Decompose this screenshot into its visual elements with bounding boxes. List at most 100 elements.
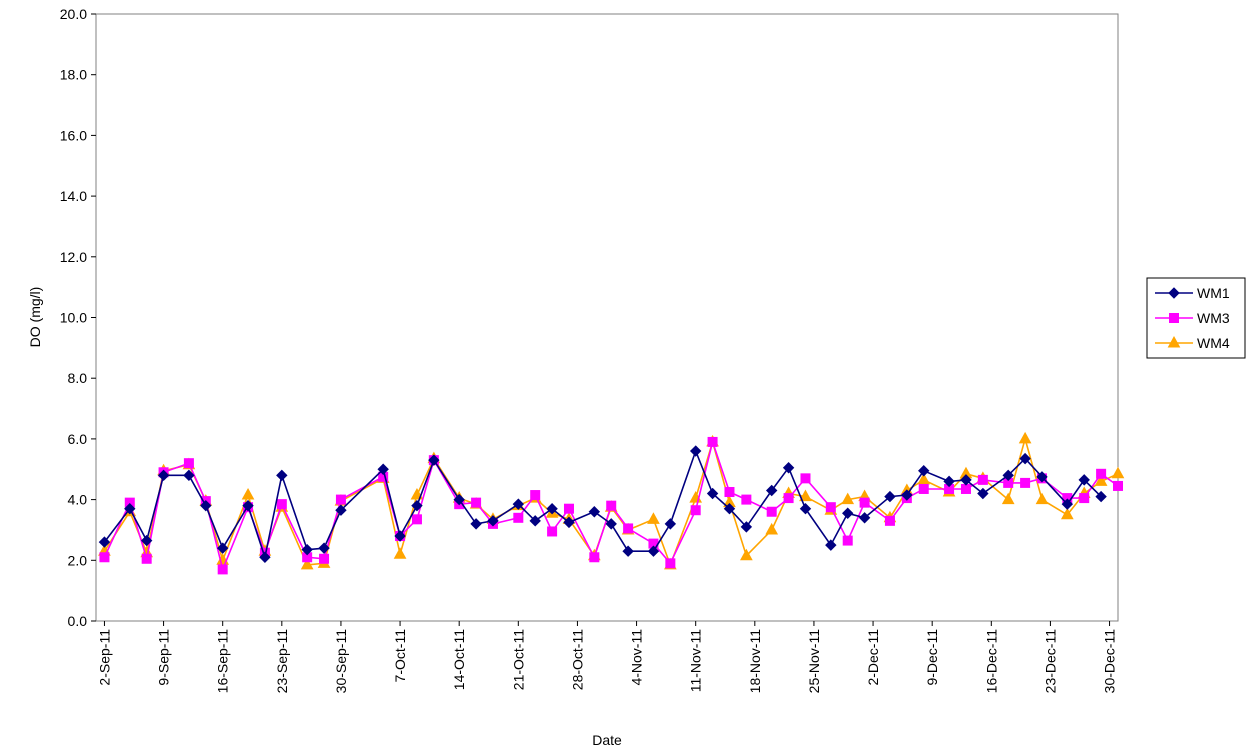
data-point-wm1: [411, 499, 423, 512]
x-tick-label: 16-Sep-11: [215, 629, 231, 694]
data-point-wm4: [393, 547, 407, 559]
data-point-wm4: [799, 489, 812, 502]
data-point-wm1: [858, 512, 871, 524]
y-tick-label: 8.0: [68, 370, 88, 386]
data-point-wm1: [782, 462, 795, 474]
data-point-wm4: [1035, 492, 1049, 505]
data-point-wm3: [960, 483, 971, 494]
data-point-wm3: [606, 500, 617, 511]
data-point-wm1: [605, 518, 617, 530]
data-point-wm3: [884, 515, 895, 526]
data-point-wm3: [217, 564, 228, 575]
data-point-wm1: [470, 518, 482, 530]
data-point-wm4: [647, 512, 660, 524]
data-point-wm3: [977, 474, 988, 485]
legend-label-wm3: WM3: [1197, 310, 1230, 326]
x-tick-label: 18-Nov-11: [747, 629, 763, 694]
data-point-wm1: [1061, 498, 1074, 510]
data-point-wm1: [487, 515, 499, 527]
x-tick-label: 23-Sep-11: [274, 629, 290, 694]
x-tick-label: 9-Sep-11: [156, 629, 172, 686]
data-point-wm4: [1001, 492, 1015, 505]
data-point-wm3: [741, 494, 752, 505]
legend-marker-wm1: [1168, 287, 1180, 299]
plot-area: [95, 13, 1119, 622]
data-point-wm1: [977, 487, 989, 500]
data-point-wm1: [588, 506, 601, 518]
data-point-wm1: [512, 498, 525, 510]
series-line-wm3: [103, 439, 1119, 572]
data-point-wm3: [1079, 493, 1090, 504]
y-tick-label: 18.0: [60, 67, 87, 83]
data-point-wm1: [884, 490, 896, 503]
data-point-wm1: [740, 521, 753, 533]
data-point-wm1: [301, 543, 313, 556]
x-tick-label: 14-Oct-11: [451, 629, 467, 690]
data-point-wm3: [1113, 480, 1123, 491]
x-tick-label: 7-Oct-11: [392, 629, 408, 683]
data-point-wm1: [242, 499, 254, 512]
data-point-wm1: [453, 493, 465, 506]
data-point-wm1: [1002, 469, 1014, 482]
series-wm1: [98, 445, 1107, 563]
data-point-wm3: [530, 490, 541, 501]
data-point-wm4: [740, 548, 753, 561]
data-point-wm4: [841, 492, 855, 505]
data-point-wm3: [471, 497, 482, 508]
x-tick-label: 16-Dec-11: [983, 629, 999, 694]
data-point-wm3: [589, 552, 600, 563]
data-point-wm1: [276, 469, 288, 482]
data-point-wm1: [918, 465, 930, 477]
data-point-wm1: [943, 475, 955, 488]
y-axis: 0.0 2.0 4.0 6.0 8.0 10.0 12.0 14.0 16.0 18.0 20.0: [60, 6, 96, 629]
data-point-wm1: [157, 469, 170, 482]
data-point-wm1: [622, 545, 634, 557]
data-point-wm3: [918, 483, 929, 494]
data-point-wm3: [319, 553, 330, 564]
data-point-wm3: [783, 493, 794, 504]
y-axis-title: DO (mg/l): [27, 287, 43, 348]
data-point-wm4: [300, 557, 314, 570]
x-tick-label: 23-Dec-11: [1042, 629, 1058, 694]
data-point-wm1: [259, 551, 271, 563]
data-point-wm1: [318, 542, 330, 554]
legend-marker-wm3: [1169, 313, 1179, 323]
data-point-wm3: [842, 535, 853, 546]
y-tick-label: 0.0: [68, 613, 88, 629]
y-tick-label: 16.0: [60, 127, 87, 143]
data-point-wm1: [799, 502, 812, 515]
data-point-wm1: [842, 507, 854, 519]
data-point-wm1: [529, 515, 541, 527]
data-point-wm1: [1019, 452, 1031, 465]
data-point-wm1: [428, 454, 440, 466]
x-tick-label: 25-Nov-11: [806, 629, 822, 694]
data-point-wm1: [706, 487, 719, 500]
legend-marker-wm4: [1167, 335, 1181, 348]
data-point-wm3: [563, 503, 574, 514]
data-point-wm1: [1036, 471, 1048, 483]
data-point-wm1: [140, 534, 153, 547]
x-tick-label: 30-Dec-11: [1102, 629, 1118, 694]
data-point-wm3: [800, 473, 811, 484]
x-axis-title: Date: [592, 732, 622, 748]
data-point-wm3: [690, 505, 701, 516]
data-point-wm1: [200, 499, 212, 512]
data-point-wm4: [1018, 431, 1032, 444]
y-tick-label: 14.0: [60, 188, 87, 204]
data-point-wm3: [411, 514, 422, 525]
legend: WM1 WM3 WM4: [1146, 277, 1246, 359]
x-tick-label: 4-Nov-11: [629, 629, 645, 686]
data-point-wm4: [241, 488, 255, 500]
data-point-wm1: [98, 536, 111, 548]
y-tick-label: 2.0: [68, 552, 88, 568]
data-point-wm1: [664, 518, 677, 530]
legend-label-wm1: WM1: [1197, 285, 1230, 301]
data-point-wm1: [689, 445, 702, 457]
x-tick-label: 2-Dec-11: [865, 629, 881, 686]
legend-label-wm4: WM4: [1197, 335, 1230, 351]
data-point-wm1: [723, 502, 736, 515]
data-point-wm1: [825, 539, 837, 551]
data-point-wm1: [335, 504, 347, 516]
data-point-wm1: [563, 516, 575, 529]
